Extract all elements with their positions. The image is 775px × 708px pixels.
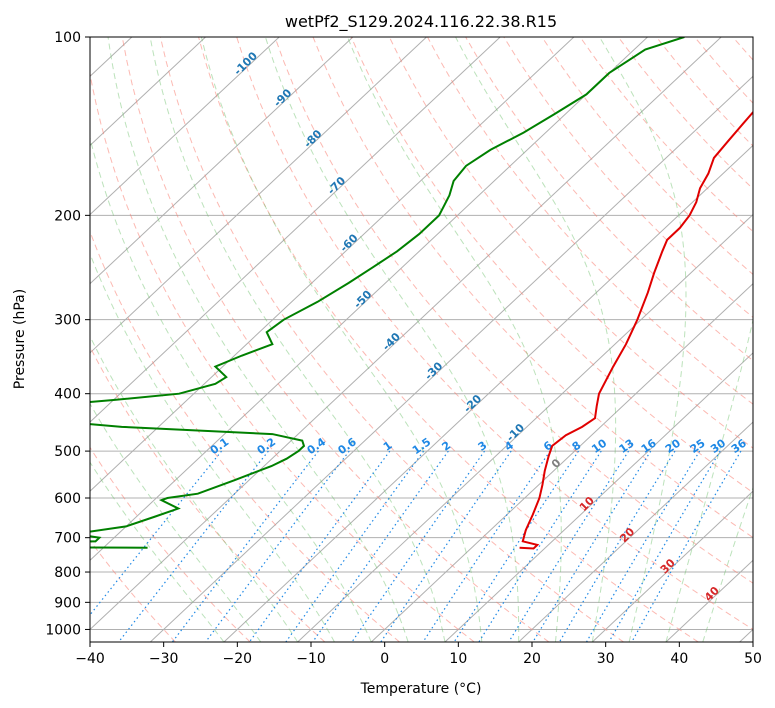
y-tick-label: 400 xyxy=(54,387,81,403)
pressure-gridlines xyxy=(90,37,753,630)
dry-adiabat-line xyxy=(274,37,753,584)
y-axis-ticks: 100 200 300 400 500 600 700 800 900 1000 xyxy=(45,30,90,638)
moist-adiabat-line xyxy=(264,37,520,642)
isotherm-line xyxy=(444,352,753,642)
mixing-ratio-line xyxy=(585,450,701,642)
y-tick-label: 200 xyxy=(54,208,81,224)
mixing-ratio-line xyxy=(478,450,602,642)
x-tick-label: −20 xyxy=(223,651,253,667)
mixing-ratio-line xyxy=(90,450,223,616)
isotherm-line xyxy=(90,37,722,631)
mixing-ratio-line xyxy=(422,450,551,642)
y-tick-label: 100 xyxy=(54,30,81,46)
plot-area: -100-90-80-70-60-50-40-30-20-10010203040… xyxy=(90,37,753,642)
mixing-ratio-line xyxy=(453,450,580,642)
isotherm-line xyxy=(370,283,753,642)
moist-adiabat-line xyxy=(149,37,446,642)
x-tick-label: 20 xyxy=(523,651,541,667)
isotherm-line xyxy=(90,37,280,216)
isotherm-line xyxy=(90,37,501,423)
y-tick-label: 300 xyxy=(54,313,81,329)
moist-adiabat-line xyxy=(90,335,299,642)
dry-adiabat-line xyxy=(350,37,753,494)
dry-adiabat-line xyxy=(159,37,624,642)
moist-adiabat-line xyxy=(90,252,335,642)
y-tick-label: 1000 xyxy=(45,622,81,638)
moist-adiabat-line xyxy=(90,402,262,642)
isotherm-line xyxy=(591,490,753,642)
moist-adiabat-line xyxy=(599,37,687,642)
y-tick-label: 600 xyxy=(54,491,81,507)
moist-adiabat-line xyxy=(90,135,372,642)
x-tick-label: −10 xyxy=(296,651,326,667)
dry-adiabat-line xyxy=(90,446,251,642)
y-tick-label: 900 xyxy=(54,595,81,611)
mixing-ratio-line xyxy=(380,450,512,642)
x-tick-label: 30 xyxy=(597,651,615,667)
moist-adiabat-line xyxy=(347,37,562,642)
chart-title: wetPf2_S129.2024.116.22.38.R15 xyxy=(285,12,557,32)
dewpoint-trace xyxy=(90,37,685,549)
isotherm-line xyxy=(90,37,206,147)
dry-adiabat-line xyxy=(198,37,699,642)
dry-adiabat-line xyxy=(312,37,753,539)
plot-frame xyxy=(89,36,754,643)
x-tick-label: 40 xyxy=(670,651,688,667)
y-tick-label: 700 xyxy=(54,531,81,547)
isotherm-line xyxy=(90,37,575,492)
x-tick-label: 50 xyxy=(744,651,762,667)
x-tick-label: 0 xyxy=(380,651,389,667)
mixing-ratio-line xyxy=(248,450,391,642)
isotherm-line xyxy=(223,144,753,642)
moist-adiabat-line xyxy=(90,461,225,642)
isotherm-line xyxy=(90,37,354,285)
x-tick-label: −40 xyxy=(75,651,105,667)
moist-adiabat-line xyxy=(702,486,753,642)
skewed-isotherms xyxy=(90,37,753,642)
dry-adiabat-line xyxy=(90,230,400,642)
x-axis-label: Temperature (°C) xyxy=(360,681,482,697)
x-axis-ticks: −40 −30 −20 −10 0 10 20 30 40 50 xyxy=(75,642,762,667)
isotherm-line xyxy=(149,75,753,642)
dry-adiabats xyxy=(90,37,753,642)
dry-adiabat-line xyxy=(90,70,475,642)
sounding-traces xyxy=(90,37,753,550)
y-axis-label: Pressure (hPa) xyxy=(12,289,28,389)
mixing-ratio-line xyxy=(205,450,350,642)
mixing-ratio-line xyxy=(608,450,721,642)
temperature-trace xyxy=(519,110,753,550)
dry-adiabat-line xyxy=(236,37,753,631)
moist-adiabat-line xyxy=(665,317,753,642)
mixing-ratio-line xyxy=(558,450,676,642)
isotherm-line xyxy=(90,37,648,561)
mixing-ratio-line xyxy=(631,450,742,642)
moist-adiabat-line xyxy=(200,37,483,642)
mixing-ratio-lines xyxy=(90,450,742,642)
moist-adiabat-line xyxy=(455,37,617,642)
y-tick-label: 500 xyxy=(54,444,81,460)
y-tick-label: 800 xyxy=(54,565,81,581)
moist-adiabats xyxy=(90,37,753,642)
mixing-ratio-line xyxy=(171,450,319,642)
isotherm-line xyxy=(518,421,753,642)
mixing-ratio-line xyxy=(118,450,269,642)
x-tick-label: 10 xyxy=(449,651,467,667)
moist-adiabat-line xyxy=(107,37,409,642)
x-tick-label: −30 xyxy=(149,651,179,667)
isotherm-line xyxy=(90,37,427,354)
